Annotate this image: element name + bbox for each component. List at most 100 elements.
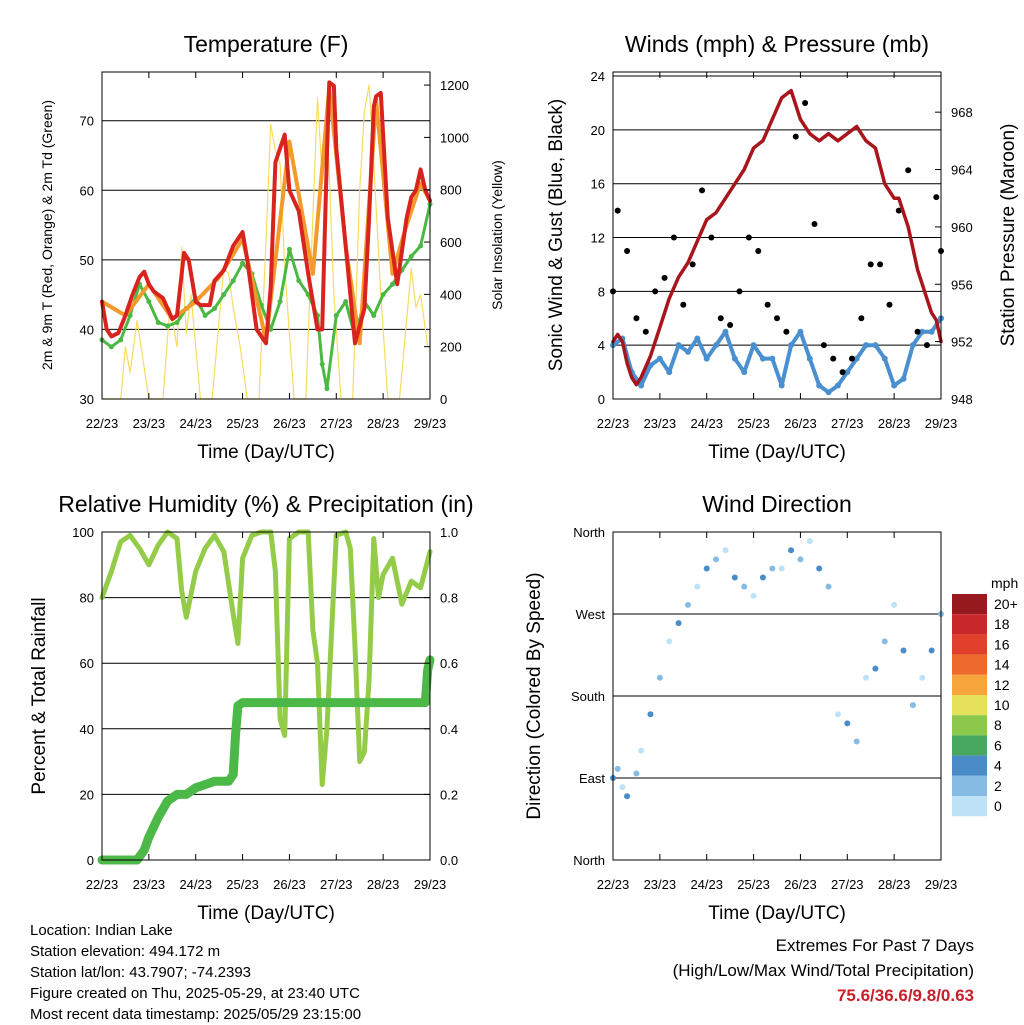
y-tick-label: 0 (87, 853, 94, 868)
sonic-wind-point (656, 355, 663, 362)
gust-point (848, 355, 855, 362)
x-tick-label: 28/23 (878, 877, 911, 892)
pressure-line (611, 88, 943, 387)
x-tick-label: 24/23 (690, 416, 723, 431)
wind-direction-point (825, 583, 832, 590)
dewpoint-point (277, 299, 283, 305)
y2-tick-label: 0 (440, 392, 447, 407)
x-tick-label: 24/23 (690, 877, 723, 892)
legend-swatch (952, 695, 987, 716)
dewpoint-point (240, 260, 246, 266)
y-axis-label: 2m & 9m T (Red, Orange) & 2m Td (Green) (39, 100, 55, 370)
wind-direction-point (638, 747, 645, 754)
wind-direction-point (750, 592, 757, 599)
wind-direction-point (806, 538, 813, 545)
legend-swatch (952, 735, 987, 756)
legend-title: mph (991, 575, 1018, 591)
sonic-wind-point (750, 342, 757, 349)
gust-point (680, 301, 687, 308)
gust-point (652, 288, 659, 295)
dewpoint-point (333, 313, 339, 319)
wind-direction-point (928, 647, 935, 654)
sonic-wind-point (806, 355, 813, 362)
legend-swatch (952, 755, 987, 776)
y-tick-label: North (573, 525, 605, 540)
x-tick-label: 27/23 (831, 416, 864, 431)
y2-tick-label: 952 (951, 335, 973, 350)
y2-tick-label: 200 (440, 340, 462, 355)
y-tick-label: 24 (591, 69, 605, 84)
elevation-text: Station elevation: 494.172 m (30, 943, 221, 960)
dewpoint-point (174, 319, 180, 325)
gust-point (895, 207, 902, 214)
x-tick-label: 22/23 (597, 416, 630, 431)
y2-tick-label: 964 (951, 163, 973, 178)
legend-label: 6 (994, 737, 1002, 753)
wind-direction-point (788, 547, 795, 554)
y-axis-label: Percent & Total Rainfall (29, 597, 50, 794)
gust-point (670, 234, 677, 241)
wind-direction-point (900, 647, 907, 654)
extremes-values: 75.6/36.6/9.8/0.63 (836, 986, 974, 1005)
sonic-wind-point (834, 382, 841, 389)
dewpoint-point (286, 246, 292, 252)
gust-point (877, 261, 884, 268)
plot-frame (101, 531, 431, 861)
sonic-wind-point (759, 355, 766, 362)
wind-direction-point (647, 711, 654, 718)
y2-tick-label: 0.2 (440, 787, 458, 802)
latlon-text: Station lat/lon: 43.7907; -74.2393 (30, 964, 252, 981)
y-tick-label: 4 (598, 338, 605, 353)
gust-point (774, 315, 780, 322)
extremes-box: Extremes For Past 7 Days (High/Low/Max W… (673, 933, 974, 1008)
y2-tick-label: 0.0 (440, 853, 458, 868)
wind-direction-point (872, 665, 879, 672)
chart-title: Temperature (F) (184, 31, 349, 57)
legend-label: 0 (994, 798, 1002, 814)
y2-axis-label: Station Pressure (Maroon) (998, 124, 1019, 347)
sonic-wind-point (919, 328, 926, 335)
gust-point (727, 321, 734, 328)
y2-tick-label: 0.4 (440, 722, 458, 737)
temp-2m-line (100, 80, 432, 346)
dewpoint-point (371, 313, 377, 319)
y2-tick-label: 0.6 (440, 656, 458, 671)
wind-direction-point (619, 784, 626, 791)
gust-point (614, 207, 621, 214)
x-tick-label: 29/23 (414, 877, 447, 892)
gust-point (792, 133, 799, 140)
wind-direction-point (684, 601, 691, 608)
x-tick-label: 23/23 (133, 416, 166, 431)
sonic-wind-point (853, 355, 860, 362)
x-axis-label: Time (Day/UTC) (197, 442, 335, 463)
y-tick-label: 20 (591, 123, 605, 138)
wind-direction-point (844, 720, 851, 727)
gust-point (642, 328, 649, 335)
x-tick-label: 23/23 (644, 877, 677, 892)
winds-pressure-panel: 0 4 8 12 16 20 24 Winds (mph) & Pressure (mb) Ti… (546, 31, 1019, 463)
gust-point (858, 315, 865, 322)
y2-tick-label: 960 (951, 220, 973, 235)
legend-label: 2 (994, 778, 1002, 794)
wind-direction-point (713, 556, 720, 563)
dewpoint-point (155, 319, 161, 325)
y-tick-label: 40 (80, 322, 94, 337)
x-tick-label: 22/23 (597, 877, 630, 892)
dewpoint-point (390, 281, 396, 287)
dewpoint-point (305, 292, 311, 298)
gust-point (811, 221, 818, 228)
sonic-wind-line (611, 316, 943, 395)
gust-point (764, 301, 771, 308)
y-axis-label: Direction (Colored By Speed) (524, 572, 545, 819)
y2-tick-label: 400 (440, 287, 462, 302)
legend-swatch (952, 614, 987, 635)
chart-title: Wind Direction (702, 491, 852, 517)
recent-text: Most recent data timestamp: 2025/05/29 2… (30, 1006, 362, 1023)
dewpoint-point (165, 323, 171, 329)
plot-frame (101, 71, 431, 400)
wind-direction-point (909, 702, 916, 709)
wind-direction-point (614, 765, 621, 772)
y2-tick-label: 1200 (440, 78, 469, 93)
legend-label: 10 (994, 697, 1010, 713)
y2-tick-label: 600 (440, 235, 462, 250)
